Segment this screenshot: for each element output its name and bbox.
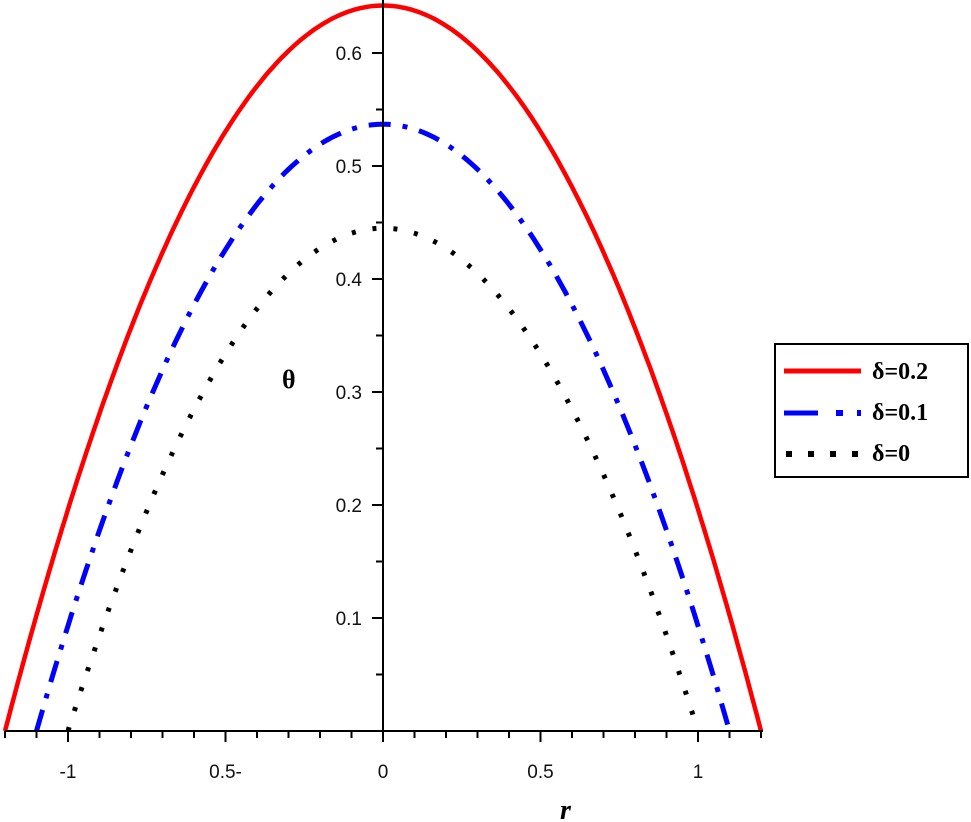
legend: δ=0.2 δ=0.1 δ=0 bbox=[774, 343, 969, 478]
x-tick-label: 0.5- bbox=[209, 762, 242, 783]
dotted-line-swatch-icon bbox=[786, 451, 858, 457]
legend-label: δ=0 bbox=[872, 441, 911, 467]
y-tick-label: 0.1 bbox=[336, 609, 362, 630]
axes-layer: -1 0.5- 0 0.5 1 0.1 0.2 0.3 0.4 0.5 0.6 bbox=[4, 0, 763, 783]
y-tick-label: 0.2 bbox=[336, 496, 362, 517]
x-ticks: -1 0.5- 0 0.5 1 bbox=[4, 731, 762, 783]
legend-label: δ=0.1 bbox=[872, 400, 929, 426]
y-tick-label: 0.4 bbox=[336, 270, 363, 291]
x-tick-label: -1 bbox=[60, 762, 77, 783]
legend-item-delta-0.2: δ=0.2 bbox=[776, 357, 967, 387]
y-axis-title: θ bbox=[282, 365, 296, 394]
x-tick-label: 0.5 bbox=[527, 762, 553, 783]
x-axis-title: r bbox=[560, 795, 572, 822]
y-ticks: 0.1 0.2 0.3 0.4 0.5 0.6 bbox=[336, 44, 383, 676]
y-tick-label: 0.3 bbox=[336, 383, 362, 404]
legend-label: δ=0.2 bbox=[872, 359, 929, 385]
dashdot-line-swatch-icon bbox=[784, 410, 861, 416]
solid-line-swatch-icon bbox=[784, 368, 861, 374]
legend-item-delta-0: δ=0 bbox=[776, 439, 967, 469]
y-tick-label: 0.5 bbox=[336, 157, 362, 178]
x-tick-label: 1 bbox=[693, 762, 704, 783]
y-tick-label: 0.6 bbox=[336, 44, 362, 65]
legend-item-delta-0.1: δ=0.1 bbox=[776, 398, 967, 428]
x-tick-label: 0 bbox=[378, 762, 389, 783]
